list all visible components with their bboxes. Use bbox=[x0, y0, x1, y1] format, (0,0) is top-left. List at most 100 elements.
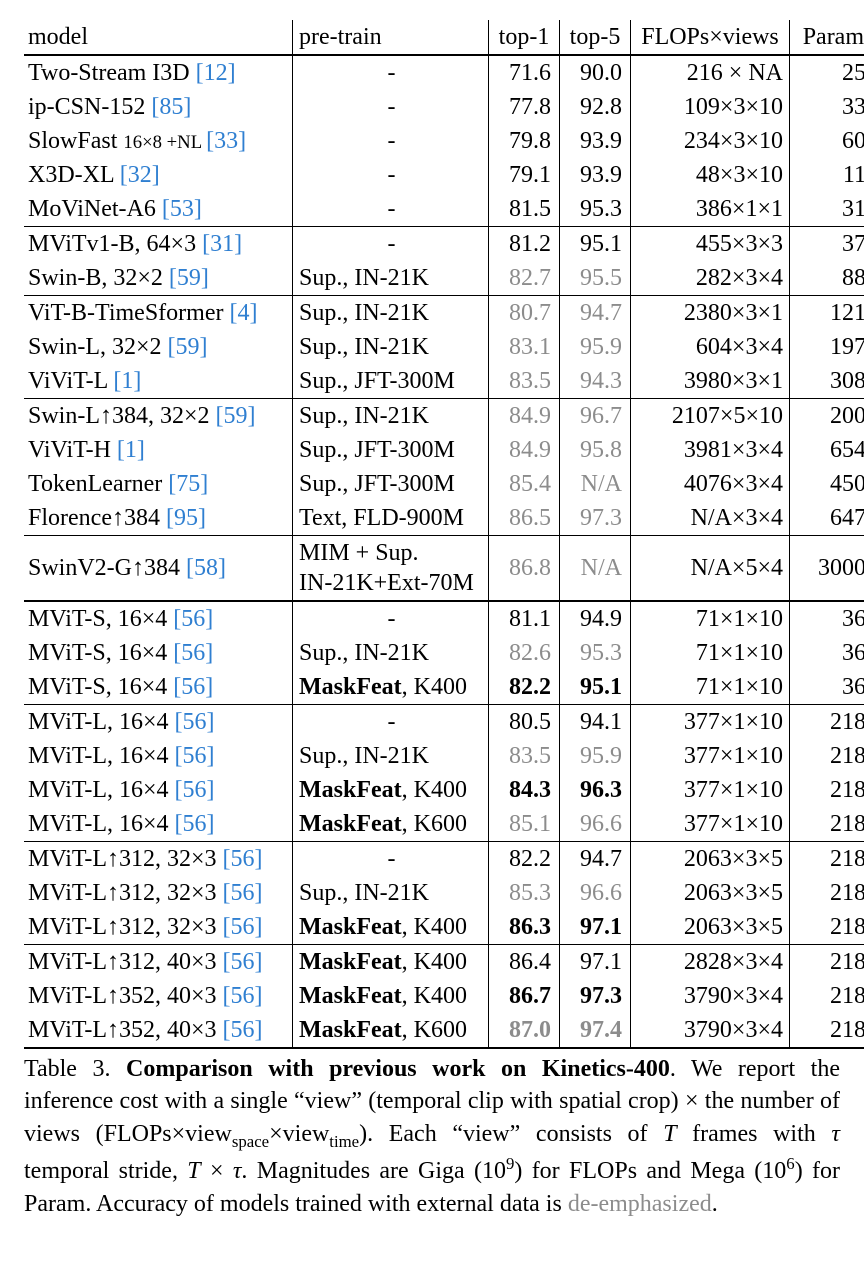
cell-flops: 377×1×10 bbox=[631, 739, 790, 773]
table-row: ViViT-H [1]Sup., JFT-300M84.995.83981×3×… bbox=[24, 433, 864, 467]
cell-top1: 80.7 bbox=[489, 296, 560, 331]
table-row: ViViT-L [1]Sup., JFT-300M83.594.33980×3×… bbox=[24, 364, 864, 399]
cell-pretrain: Sup., IN-21K bbox=[293, 876, 489, 910]
citation-link[interactable]: [56] bbox=[175, 777, 215, 803]
cell-top1: 81.2 bbox=[489, 227, 560, 262]
cell-top1: 85.3 bbox=[489, 876, 560, 910]
cell-flops: 604×3×4 bbox=[631, 330, 790, 364]
cell-param: 88 bbox=[790, 261, 864, 296]
cell-flops: 377×1×10 bbox=[631, 705, 790, 740]
cell-pretrain: - bbox=[293, 601, 489, 636]
citation-link[interactable]: [56] bbox=[223, 914, 263, 940]
citation-link[interactable]: [56] bbox=[175, 811, 215, 837]
cell-model: SlowFast 16×8 +NL [33] bbox=[24, 124, 293, 158]
cell-param: 308 bbox=[790, 364, 864, 399]
citation-link[interactable]: [85] bbox=[151, 94, 191, 120]
citation-link[interactable]: [32] bbox=[120, 162, 160, 188]
citation-link[interactable]: [56] bbox=[223, 880, 263, 906]
cell-pretrain: Sup., IN-21K bbox=[293, 739, 489, 773]
cell-model: MViT-L↑312, 32×3 [56] bbox=[24, 842, 293, 877]
citation-link[interactable]: [59] bbox=[168, 334, 208, 360]
cell-pretrain: - bbox=[293, 192, 489, 227]
citation-link[interactable]: [56] bbox=[173, 640, 213, 666]
citation-link[interactable]: [1] bbox=[113, 368, 141, 394]
citation-link[interactable]: [59] bbox=[169, 265, 209, 291]
cell-model: MViT-L↑312, 40×3 [56] bbox=[24, 945, 293, 980]
cell-top5: N/A bbox=[560, 536, 631, 602]
cell-pretrain: MaskFeat, K400 bbox=[293, 945, 489, 980]
cell-pretrain: Sup., IN-21K bbox=[293, 399, 489, 434]
citation-link[interactable]: [56] bbox=[223, 846, 263, 872]
cell-top5: 90.0 bbox=[560, 55, 631, 90]
citation-link[interactable]: [56] bbox=[175, 743, 215, 769]
cell-pretrain: - bbox=[293, 842, 489, 877]
cell-pretrain: - bbox=[293, 90, 489, 124]
cell-top5: 96.6 bbox=[560, 876, 631, 910]
cell-param: 218 bbox=[790, 842, 864, 877]
cell-param: 33 bbox=[790, 90, 864, 124]
table-row: TokenLearner [75]Sup., JFT-300M85.4N/A40… bbox=[24, 467, 864, 501]
citation-link[interactable]: [56] bbox=[223, 1017, 263, 1043]
cell-flops: 2063×3×5 bbox=[631, 876, 790, 910]
citation-link[interactable]: [59] bbox=[216, 403, 256, 429]
cell-model: MViT-L↑352, 40×3 [56] bbox=[24, 979, 293, 1013]
cell-top1: 81.5 bbox=[489, 192, 560, 227]
citation-link[interactable]: [56] bbox=[175, 709, 215, 735]
citation-link[interactable]: [31] bbox=[202, 231, 242, 257]
cell-flops: 71×1×10 bbox=[631, 601, 790, 636]
cell-top1: 83.1 bbox=[489, 330, 560, 364]
citation-link[interactable]: [1] bbox=[117, 437, 145, 463]
cell-top5: 97.1 bbox=[560, 945, 631, 980]
cell-param: 36 bbox=[790, 601, 864, 636]
citation-link[interactable]: [75] bbox=[168, 471, 208, 497]
header-top5: top-5 bbox=[560, 20, 631, 55]
table-row: MViT-L↑312, 32×3 [56]Sup., IN-21K85.396.… bbox=[24, 876, 864, 910]
citation-link[interactable]: [56] bbox=[173, 606, 213, 632]
cell-top1: 85.4 bbox=[489, 467, 560, 501]
table-row: MViT-L, 16×4 [56]MaskFeat, K60085.196.63… bbox=[24, 807, 864, 842]
cell-pretrain: Sup., IN-21K bbox=[293, 261, 489, 296]
table-row: MoViNet-A6 [53]-81.595.3386×1×131 bbox=[24, 192, 864, 227]
cell-model: MViT-S, 16×4 [56] bbox=[24, 670, 293, 705]
citation-link[interactable]: [4] bbox=[229, 300, 257, 326]
cell-flops: 109×3×10 bbox=[631, 90, 790, 124]
cell-flops: N/A×5×4 bbox=[631, 536, 790, 602]
table-body: Two-Stream I3D [12]-71.690.0216 × NA25ip… bbox=[24, 55, 864, 1048]
table-row: Swin-L↑384, 32×2 [59]Sup., IN-21K84.996.… bbox=[24, 399, 864, 434]
header-param: Param bbox=[790, 20, 864, 55]
cell-param: 200 bbox=[790, 399, 864, 434]
cell-pretrain: - bbox=[293, 55, 489, 90]
caption-T2: T bbox=[187, 1158, 200, 1184]
cell-param: 36 bbox=[790, 636, 864, 670]
cell-top1: 82.2 bbox=[489, 842, 560, 877]
cell-top5: 95.1 bbox=[560, 227, 631, 262]
citation-link[interactable]: [53] bbox=[162, 196, 202, 222]
citation-link[interactable]: [12] bbox=[196, 60, 236, 86]
caption-t3: ). Each “view” consists of bbox=[359, 1121, 663, 1147]
cell-pretrain: - bbox=[293, 705, 489, 740]
cell-param: 218 bbox=[790, 773, 864, 807]
cell-param: 36 bbox=[790, 670, 864, 705]
cell-flops: 2828×3×4 bbox=[631, 945, 790, 980]
citation-link[interactable]: [56] bbox=[223, 949, 263, 975]
caption-label: Table 3. bbox=[24, 1056, 110, 1082]
cell-top1: 79.1 bbox=[489, 158, 560, 192]
table-row: MViT-L, 16×4 [56]-80.594.1377×1×10218 bbox=[24, 705, 864, 740]
citation-link[interactable]: [56] bbox=[223, 983, 263, 1009]
cell-param: 197 bbox=[790, 330, 864, 364]
cell-top5: 94.7 bbox=[560, 842, 631, 877]
citation-link[interactable]: [33] bbox=[206, 128, 246, 154]
table-row: ViT-B-TimeSformer [4]Sup., IN-21K80.794.… bbox=[24, 296, 864, 331]
citation-link[interactable]: [56] bbox=[173, 674, 213, 700]
caption-t7: . Magnitudes are Giga (10 bbox=[241, 1158, 506, 1184]
cell-flops: 3790×3×4 bbox=[631, 979, 790, 1013]
cell-top1: 83.5 bbox=[489, 739, 560, 773]
cell-pretrain: MIM + Sup.IN-21K+Ext-70M bbox=[293, 536, 489, 602]
cell-top1: 86.3 bbox=[489, 910, 560, 945]
citation-link[interactable]: [95] bbox=[166, 505, 206, 531]
cell-pretrain: Sup., IN-21K bbox=[293, 296, 489, 331]
citation-link[interactable]: [58] bbox=[186, 555, 226, 581]
table-row: MViT-L↑312, 32×3 [56]MaskFeat, K40086.39… bbox=[24, 910, 864, 945]
cell-top1: 81.1 bbox=[489, 601, 560, 636]
cell-top5: 95.9 bbox=[560, 739, 631, 773]
